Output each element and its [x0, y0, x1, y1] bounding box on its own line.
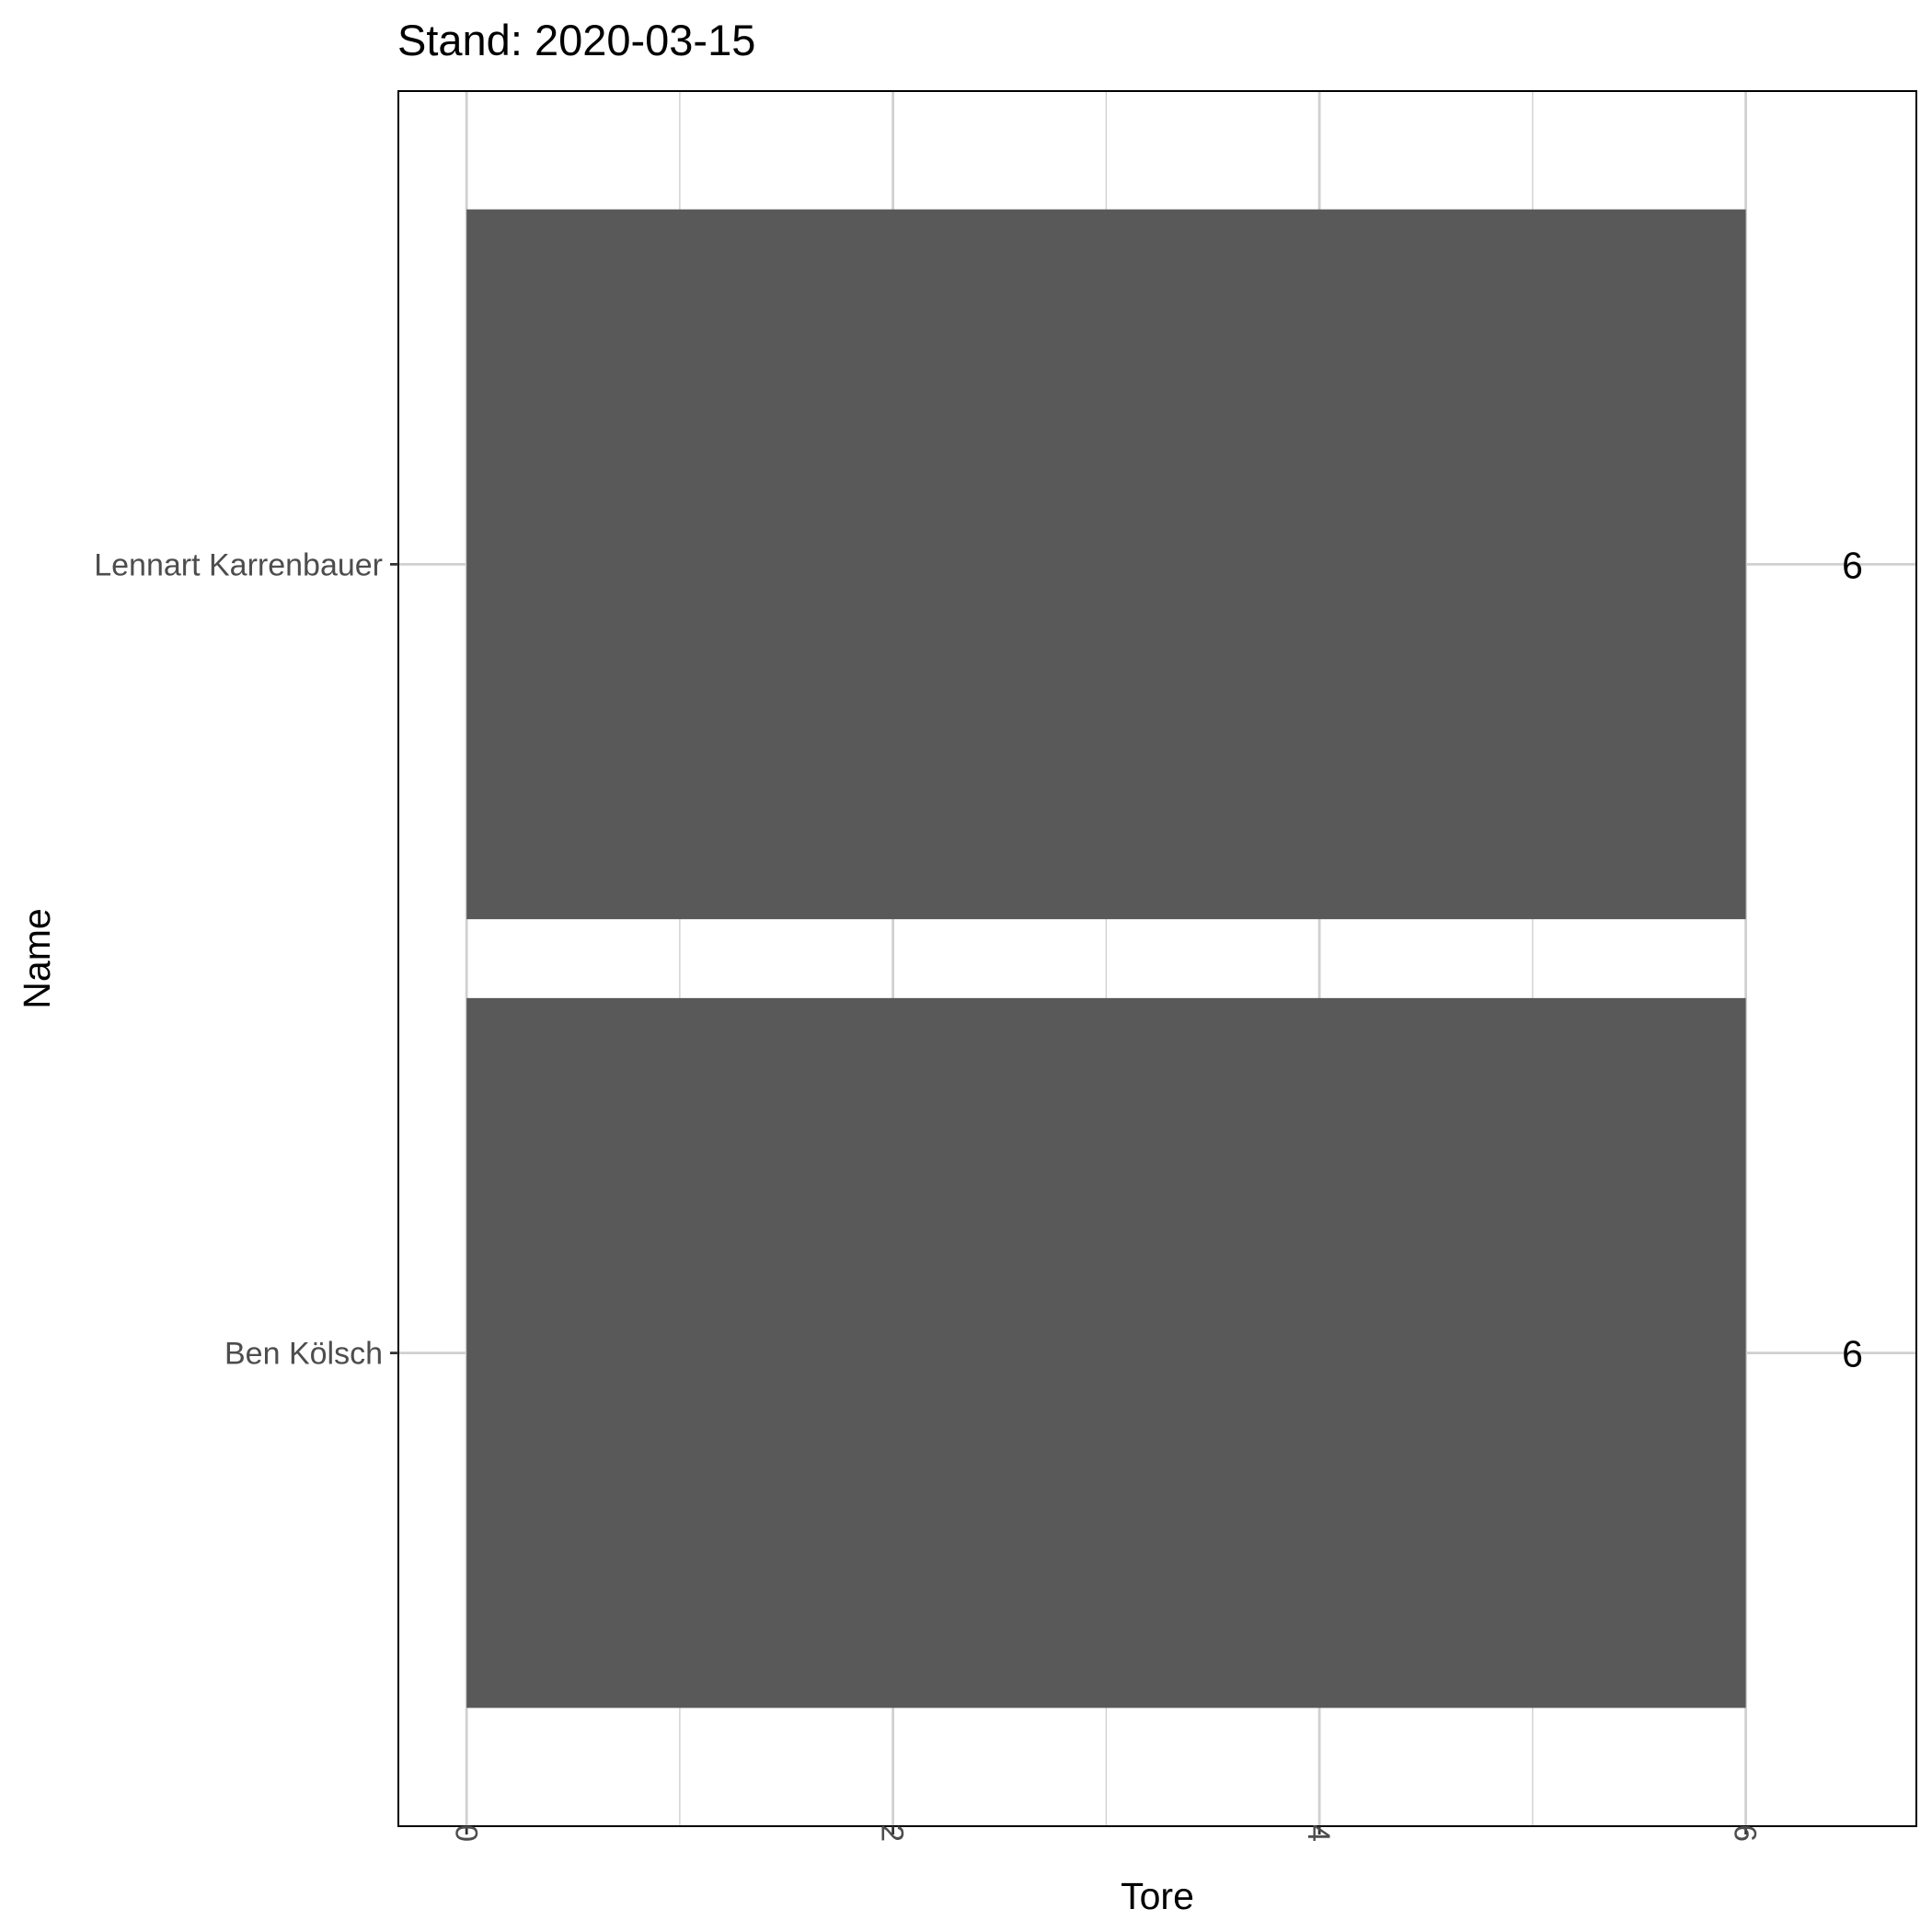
plot-panel-border [397, 90, 1917, 1827]
axes: Lennart Karrenbauer Ben Kölsch 0 2 4 6 [94, 547, 1762, 1842]
x-tick-label: 6 [1728, 1824, 1763, 1842]
bar-value-label: 6 [1842, 1333, 1863, 1375]
bar [466, 997, 1746, 1708]
y-tick-label: Ben Kölsch [224, 1337, 383, 1372]
x-tick-label: 4 [1301, 1824, 1336, 1842]
chart-title: Stand: 2020-03-15 [397, 16, 755, 64]
bars [466, 209, 1746, 1708]
x-tick-label: 2 [875, 1824, 910, 1842]
bar-value-label: 6 [1842, 544, 1863, 586]
y-tick-label: Lennart Karrenbauer [94, 547, 383, 582]
x-axis-title: Tore [1121, 1875, 1194, 1917]
bar [466, 209, 1746, 920]
data-labels: 66 [1842, 544, 1863, 1374]
y-axis-title: Name [16, 908, 58, 1008]
x-tick-label: 0 [448, 1824, 483, 1842]
